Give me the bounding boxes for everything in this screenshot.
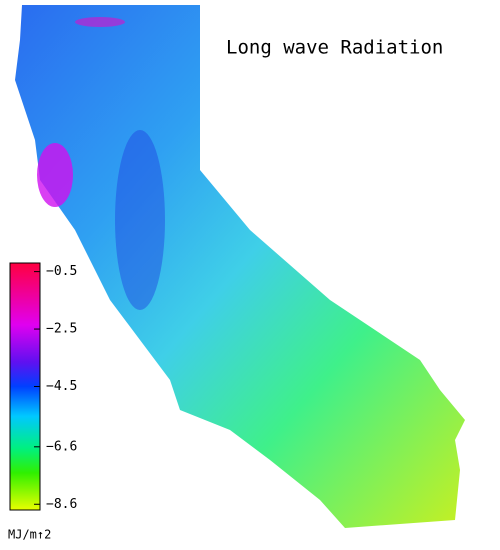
high-region: [37, 143, 73, 207]
colorbar-tick-label: −6.6: [46, 439, 77, 454]
colorbar-tick-label: −0.5: [46, 264, 77, 279]
colorbar-unit: MJ/m↑2: [8, 528, 51, 542]
colorbar-tick-label: −2.5: [46, 322, 77, 337]
dark-band: [75, 17, 125, 27]
colorbar-tick-label: −4.5: [46, 379, 77, 394]
california: [15, 5, 465, 528]
colorbar-tick-label: −8.6: [46, 497, 77, 512]
dark-band: [115, 130, 165, 310]
title: Long wave Radiation: [226, 37, 443, 59]
